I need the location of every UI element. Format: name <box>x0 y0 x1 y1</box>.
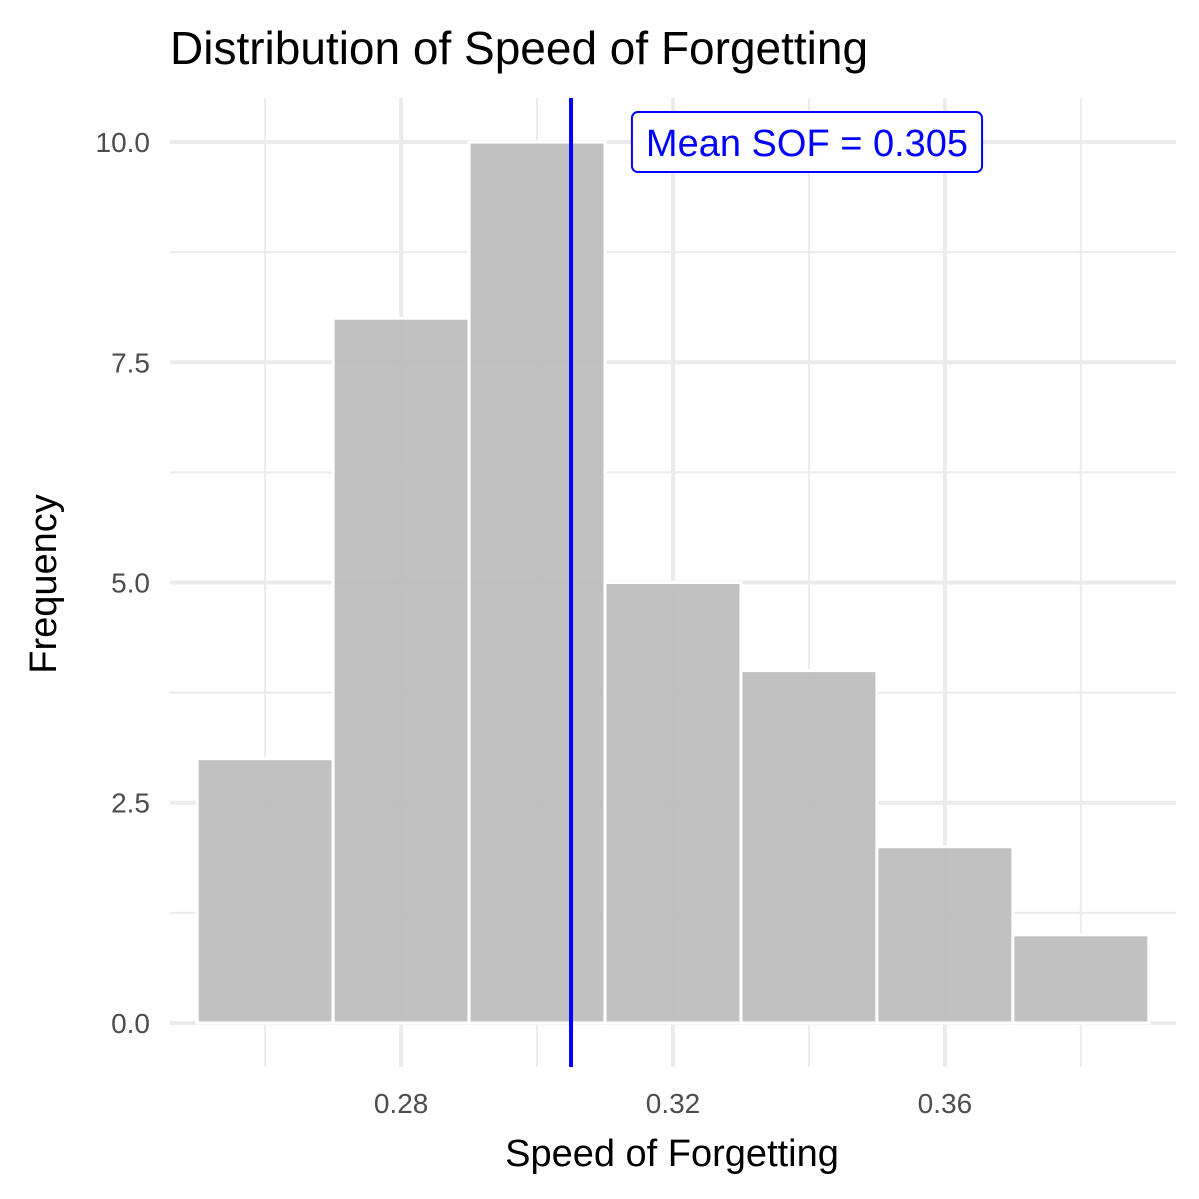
x-axis-title: Speed of Forgetting <box>505 1133 839 1175</box>
mean-label: Mean SOF = 0.305 <box>646 123 968 165</box>
histogram-bar <box>195 757 335 1025</box>
histogram-bar <box>1011 933 1151 1025</box>
histogram-bar <box>875 845 1015 1025</box>
y-axis-title: Frequency <box>23 494 65 674</box>
x-axis-ticks: 0.28 0.32 0.36 <box>374 1088 972 1119</box>
x-tick-label: 0.32 <box>646 1088 701 1119</box>
y-tick-label: 10.0 <box>96 127 151 158</box>
mean-label-box <box>630 111 984 174</box>
histogram-bar <box>467 140 607 1025</box>
histogram-bar <box>739 669 879 1025</box>
x-tick-label: 0.36 <box>918 1088 973 1119</box>
y-tick-label: 0.0 <box>111 1008 150 1039</box>
y-tick-label: 5.0 <box>111 568 150 599</box>
y-axis-ticks: 0.0 2.5 5.0 7.5 10.0 <box>96 127 151 1039</box>
y-tick-label: 7.5 <box>111 347 150 378</box>
mean-indicator: Mean SOF = 0.305 <box>569 98 984 1067</box>
chart-title: Distribution of Speed of Forgetting <box>170 22 868 74</box>
y-tick-label: 2.5 <box>111 788 150 819</box>
x-tick-label: 0.28 <box>374 1088 429 1119</box>
histogram-bar <box>331 316 471 1025</box>
histogram-bars <box>195 140 1151 1025</box>
histogram-bar <box>603 581 743 1025</box>
